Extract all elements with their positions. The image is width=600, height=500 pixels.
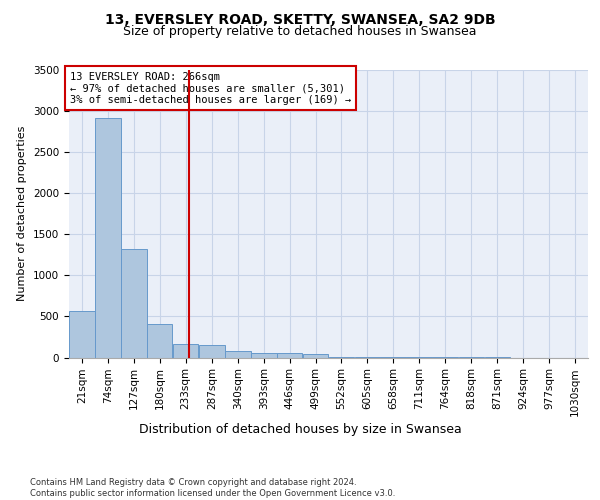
Text: Size of property relative to detached houses in Swansea: Size of property relative to detached ho…	[123, 25, 477, 38]
Bar	[303, 354, 328, 358]
Bar	[251, 352, 277, 358]
Bar	[69, 310, 95, 358]
Bar	[121, 249, 146, 358]
Bar	[199, 345, 225, 358]
Bar	[329, 356, 354, 358]
Text: 13, EVERSLEY ROAD, SKETTY, SWANSEA, SA2 9DB: 13, EVERSLEY ROAD, SKETTY, SWANSEA, SA2 …	[104, 12, 496, 26]
Text: Distribution of detached houses by size in Swansea: Distribution of detached houses by size …	[139, 422, 461, 436]
Y-axis label: Number of detached properties: Number of detached properties	[17, 126, 28, 302]
Text: Contains HM Land Registry data © Crown copyright and database right 2024.
Contai: Contains HM Land Registry data © Crown c…	[30, 478, 395, 498]
Bar	[277, 353, 302, 358]
Bar	[173, 344, 199, 358]
Bar	[95, 118, 121, 358]
Text: 13 EVERSLEY ROAD: 266sqm
← 97% of detached houses are smaller (5,301)
3% of semi: 13 EVERSLEY ROAD: 266sqm ← 97% of detach…	[70, 72, 351, 105]
Bar	[147, 324, 172, 358]
Bar	[225, 350, 251, 358]
